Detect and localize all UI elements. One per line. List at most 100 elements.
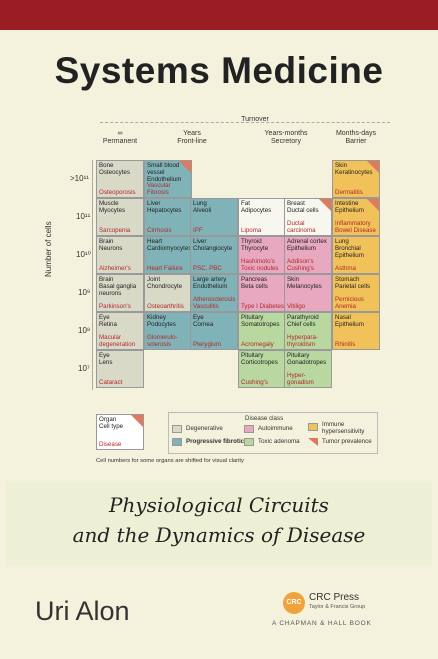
disease-name: Hashimoto's Toxic nodules <box>241 257 279 272</box>
organ-cell: Eye Cornea Pterygium <box>190 312 238 350</box>
organ-cell: Parathyroid Chief cells Hyperpara- thyroi… <box>284 312 332 350</box>
publisher-name: CRC Press <box>309 592 360 603</box>
organ-cell: Lung Alveoli IPF <box>190 198 238 236</box>
organ-name: Stomach Parietal cells <box>335 276 371 291</box>
organ-cell: Skin Keratinocytes Dermatitis <box>332 160 380 198</box>
cover-figure: Turnover ∞ Permanent Years Front-line Year… <box>0 112 438 472</box>
disease-name: Hyper- gonadism <box>287 371 314 386</box>
disease-name: Lipoma <box>241 226 262 234</box>
disease-name: Parkinson's <box>99 302 131 310</box>
y-tick: >10¹¹ <box>70 174 89 183</box>
y-axis-label: Number of cells <box>44 221 53 277</box>
organ-name: Large artery Endothelium <box>193 276 228 291</box>
legend-key-cell: Organ Cell type Disease <box>96 414 144 450</box>
turnover-arrow <box>100 122 390 123</box>
organ-name: Eye Cornea <box>193 314 214 329</box>
legend-swatch-tumor <box>308 438 318 446</box>
y-tick: 10⁸ <box>78 326 91 335</box>
organ-name: Heart Cardiomyocytes <box>147 238 192 253</box>
disease-name: Addison's Cushing's <box>287 257 314 272</box>
organ-name: Pituitary Gonadotropes <box>287 352 327 367</box>
disease-name: Heart Failure <box>147 264 183 272</box>
legend-swatch-autoimmune <box>244 425 254 433</box>
subtitle-panel <box>6 482 432 566</box>
book-title: Systems Medicine <box>54 50 384 91</box>
organ-cell: Eye Retina Macular degeneration <box>96 312 144 350</box>
organ-cell: Eye Lens Cataract <box>96 350 144 388</box>
organ-cell: Joint Chondrocyte Osteoarthritis <box>144 274 192 312</box>
organ-name: Breast Ductal cells <box>287 200 319 215</box>
organ-cell: Lung Bronchial Epithelium Asthma <box>332 236 380 274</box>
legend-box <box>168 412 378 454</box>
organ-name: Pituitary Somatotropes <box>241 314 280 329</box>
organ-name: Thyroid Thyrocyte <box>241 238 269 253</box>
disease-name: Pterygium <box>193 340 221 348</box>
y-tick: 10¹¹ <box>76 212 91 221</box>
organ-name: Eye Lens <box>99 352 113 367</box>
tumor-marker <box>367 161 379 173</box>
organ-name: Lung Alveoli <box>193 200 212 215</box>
organ-cell: Pancreas Beta cells Type I Diabetes <box>238 274 286 312</box>
organ-cell: Fat Adipocytes Lipoma <box>238 198 286 236</box>
tumor-marker <box>367 199 379 211</box>
organ-cell: Kidney Podocytes Glomerulo- sclerosis <box>144 312 192 350</box>
disease-name: Osteoarthritis <box>147 302 184 310</box>
disease-name: Alzheimer's <box>99 264 131 272</box>
disease-name: Asthma <box>335 264 356 272</box>
tumor-marker <box>179 161 191 173</box>
organ-cell: Pituitary Corticotropes Cushing's <box>238 350 286 388</box>
disease-name: Macular degeneration <box>99 333 136 348</box>
legend-toxic: Toxic adenoma <box>258 438 300 445</box>
organ-name: Skin Keratinocytes <box>335 162 373 177</box>
organ-name: Nasal Epithelium <box>335 314 364 329</box>
disease-name: Vitiligo <box>287 302 306 310</box>
column-secretory: Years-months Secretory <box>264 130 308 145</box>
disease-name: Type I Diabetes <box>241 302 284 310</box>
disease-name: Cataract <box>99 378 123 386</box>
organ-cell: Pituitary Somatotropes Acromegaly <box>238 312 286 350</box>
organ-name: Eye Retina <box>99 314 117 329</box>
disease-name: Pernicious Anemia <box>335 295 364 310</box>
tumor-marker <box>319 199 331 211</box>
organ-cell: Stomach Parietal cells Pernicious Anemia <box>332 274 380 312</box>
organ-name: Kidney Podocytes <box>147 314 176 329</box>
legend-swatch-degenerative <box>172 425 182 433</box>
y-tick: 10⁷ <box>78 364 90 373</box>
organ-name: Joint Chondrocyte <box>147 276 183 291</box>
organ-cell: Small blood vessel Endothelium Vascular F… <box>144 160 192 198</box>
organ-name: Muscle Myocytes <box>99 200 126 215</box>
legend-title: Disease class <box>245 415 284 422</box>
organ-cell: Skin Melanocytes Vitiligo <box>284 274 332 312</box>
legend-degenerative: Degenerative <box>186 425 223 432</box>
author-name: Uri Alon <box>35 596 130 626</box>
disease-name: Rhinitis <box>335 340 356 348</box>
organ-name: Adrenal cortex Epithelium <box>287 238 327 253</box>
publisher-imprint: A CHAPMAN & HALL BOOK <box>272 620 372 627</box>
disease-name: Hyperpara- thyroidism <box>287 333 318 348</box>
organ-cell: Brain Basal ganglia neurons Parkinson's <box>96 274 144 312</box>
organ-name: Lung Bronchial Epithelium <box>335 238 364 260</box>
organ-name: Bone Osteocytes <box>99 162 130 177</box>
legend-swatch-hypersensitivity <box>308 423 318 431</box>
y-tick: 10¹⁰ <box>76 250 91 259</box>
disease-name: Atherosclerosis Vasculitis <box>193 295 236 310</box>
organ-name: Liver Cholangiocyte <box>193 238 233 253</box>
disease-name: Acromegaly <box>241 340 274 348</box>
legend-hypersensitivity: Immune hypersensitivity <box>322 421 365 435</box>
top-color-band <box>0 0 438 30</box>
organ-name: Liver Hepatocytes <box>147 200 182 215</box>
organ-cell: Adrenal cortex Epithelium Addison's Cushi… <box>284 236 332 274</box>
organ-cell: Liver Cholangiocyte PSC, PBC <box>190 236 238 274</box>
organ-cell: Thyroid Thyrocyte Hashimoto's Toxic nodul… <box>238 236 286 274</box>
disease-name: Dermatitis <box>335 188 363 196</box>
organ-name: Intestine Epithelium <box>335 200 364 215</box>
organ-name: Brain Neurons <box>99 238 123 253</box>
legend-swatch-toxic <box>244 438 254 446</box>
figure-footnote: Cell numbers for some organs are shifted… <box>96 458 244 464</box>
legend-tumor: Tumor prevalence <box>322 438 372 445</box>
disease-name: Vascular Fibrosis <box>147 181 171 196</box>
book-subtitle: Physiological Circuits and the Dynamics … <box>72 493 366 547</box>
disease-name: Cushing's <box>241 378 268 386</box>
crc-logo-icon: CRC <box>283 592 305 614</box>
organ-cell: Brain Neurons Alzheimer's <box>96 236 144 274</box>
